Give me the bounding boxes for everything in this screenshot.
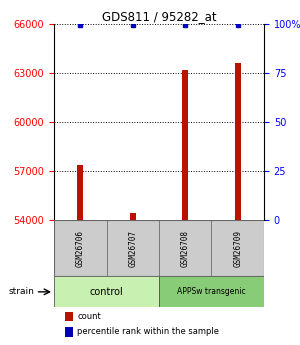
Bar: [106, 220, 159, 276]
Text: GSM26709: GSM26709: [233, 230, 242, 267]
Text: GSM26708: GSM26708: [181, 230, 190, 267]
Title: GDS811 / 95282_at: GDS811 / 95282_at: [102, 10, 216, 23]
Bar: [212, 220, 264, 276]
Bar: [77, 165, 83, 220]
Text: count: count: [77, 312, 101, 321]
Bar: [182, 70, 188, 220]
Bar: [235, 62, 241, 220]
Text: GSM26707: GSM26707: [128, 230, 137, 267]
Bar: [54, 220, 106, 276]
Text: GSM26706: GSM26706: [76, 230, 85, 267]
Bar: [64, 327, 73, 337]
Text: APPSw transgenic: APPSw transgenic: [177, 287, 246, 296]
Bar: [130, 213, 136, 220]
Bar: [54, 276, 159, 307]
Text: strain: strain: [8, 287, 34, 296]
Text: percentile rank within the sample: percentile rank within the sample: [77, 327, 219, 336]
Bar: [159, 220, 211, 276]
Bar: [64, 312, 73, 321]
Bar: [159, 276, 264, 307]
Text: control: control: [90, 287, 123, 297]
